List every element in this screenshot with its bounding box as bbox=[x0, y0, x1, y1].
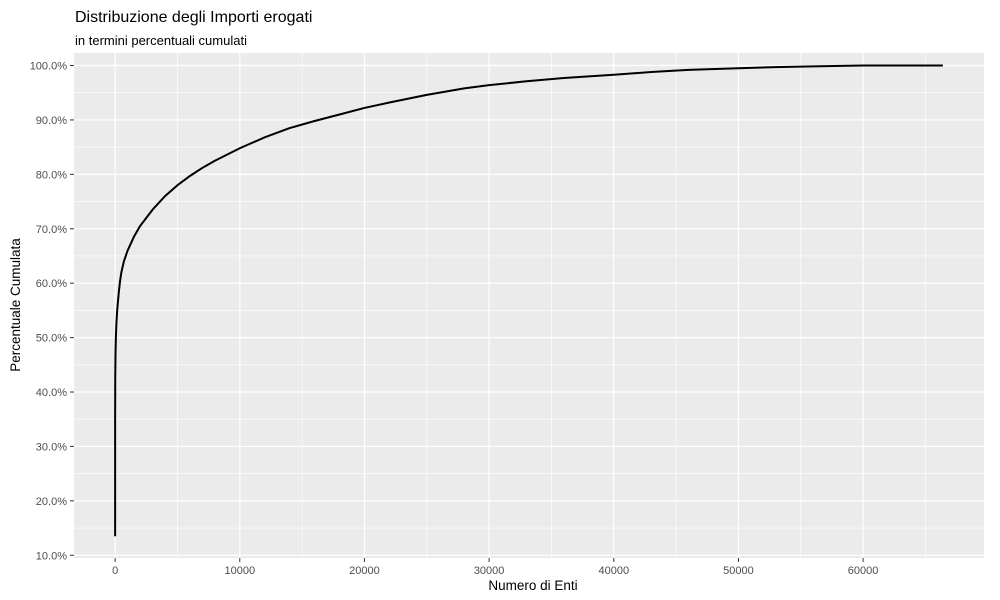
x-axis-title: Numero di Enti bbox=[488, 578, 577, 593]
x-tick-label: 50000 bbox=[723, 565, 754, 577]
x-tick-label: 40000 bbox=[598, 565, 629, 577]
x-tick-label: 20000 bbox=[349, 565, 380, 577]
y-tick-label: 90.0% bbox=[36, 115, 67, 127]
y-tick-label: 80.0% bbox=[36, 169, 67, 181]
y-tick-label: 20.0% bbox=[36, 496, 67, 508]
x-axis: 0 10000 20000 30000 40000 50000 60000 bbox=[112, 558, 878, 577]
y-tick-label: 50.0% bbox=[36, 333, 67, 345]
y-tick-label: 60.0% bbox=[36, 278, 67, 290]
x-tick-label: 60000 bbox=[848, 565, 879, 577]
y-axis: 10.0% 20.0% 30.0% 40.0% 50.0% 60.0% 70.0% 80.0%… bbox=[30, 61, 74, 562]
chart-title: Distribuzione degli Importi erogati bbox=[75, 9, 312, 26]
x-tick-label: 0 bbox=[112, 565, 118, 577]
x-tick-label: 10000 bbox=[224, 565, 255, 577]
x-tick-label: 30000 bbox=[474, 565, 505, 577]
minor-gridlines bbox=[74, 53, 984, 558]
y-tick-label: 100.0% bbox=[30, 61, 68, 73]
y-tick-label: 70.0% bbox=[36, 224, 67, 236]
chart-subtitle: in termini percentuali cumulati bbox=[75, 33, 247, 48]
plot-panel bbox=[74, 53, 984, 558]
y-tick-label: 10.0% bbox=[36, 550, 67, 562]
y-tick-label: 30.0% bbox=[36, 441, 67, 453]
y-tick-label: 40.0% bbox=[36, 387, 67, 399]
series-layer bbox=[114, 64, 943, 537]
y-axis-title: Percentuale Cumulata bbox=[8, 238, 23, 372]
cumulative-line bbox=[114, 64, 943, 537]
major-gridlines bbox=[74, 53, 984, 558]
